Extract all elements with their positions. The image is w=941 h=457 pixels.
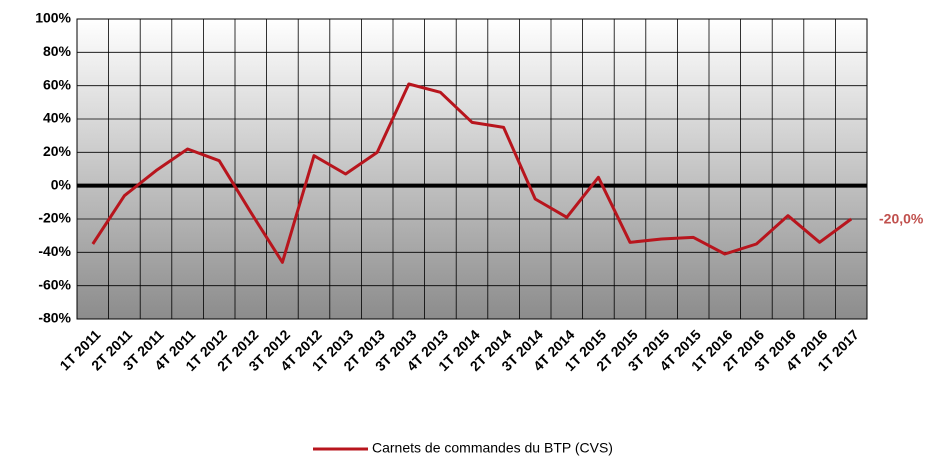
y-tick-label: -60% [38, 276, 71, 292]
y-tick-label: 20% [43, 143, 72, 159]
y-tick-label: -40% [38, 243, 71, 259]
y-tick-label: -20% [38, 210, 71, 226]
y-tick-label: 40% [43, 110, 72, 126]
plot-area [76, 18, 868, 320]
y-tick-label: 60% [43, 76, 72, 92]
legend-label: Carnets de commandes du BTP (CVS) [372, 440, 613, 456]
data-label: -20,0% [879, 211, 924, 227]
data-line [91, 82, 853, 264]
y-tick-label: 80% [43, 43, 72, 59]
y-tick-label: 100% [35, 10, 71, 26]
y-tick-label: -80% [38, 310, 71, 326]
y-tick-label: 0% [51, 176, 72, 192]
